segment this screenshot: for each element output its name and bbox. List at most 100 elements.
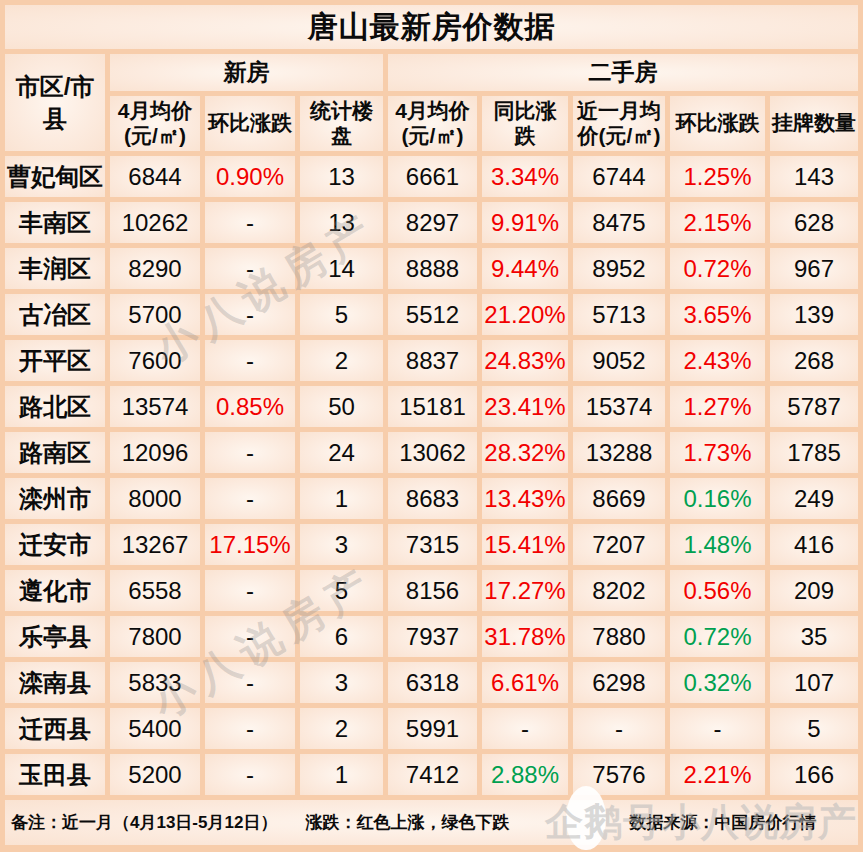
value-cell: 0.16%: [670, 478, 765, 519]
table-row: 迁西县5400-25991---5: [5, 708, 858, 749]
table-row: 丰润区8290-1488889.44%89520.72%967: [5, 248, 858, 289]
value-cell: 967: [770, 248, 858, 289]
value-cell: 7412: [388, 754, 477, 795]
table-row: 路南区12096-241306228.32%132881.73%1785: [5, 432, 858, 473]
group-header-new-housing: 新房: [110, 54, 383, 91]
value-cell: 13.43%: [482, 478, 568, 519]
value-cell: 24.83%: [482, 340, 568, 381]
value-cell: 7315: [388, 524, 477, 565]
value-cell: 6558: [110, 570, 200, 611]
value-cell: 7207: [573, 524, 665, 565]
title-row: 唐山最新房价数据: [5, 5, 858, 49]
region-name-cell: 路南区: [5, 432, 105, 473]
value-cell: 5: [300, 294, 383, 335]
region-name-cell: 遵化市: [5, 570, 105, 611]
value-cell: 5991: [388, 708, 477, 749]
value-cell: -: [205, 616, 295, 657]
value-cell: 15374: [573, 386, 665, 427]
value-cell: 1: [300, 754, 383, 795]
group-header-row: 市区/市县 新房 二手房: [5, 54, 858, 91]
group-header-second-hand: 二手房: [388, 54, 858, 91]
column-header-row: 4月均价(元/㎡) 环比涨跌 统计楼盘 4月均价(元/㎡) 同比涨跌 近一月均价…: [5, 96, 858, 151]
value-cell: 0.85%: [205, 386, 295, 427]
col-header-new-listings: 统计楼盘: [300, 96, 383, 151]
value-cell: 5200: [110, 754, 200, 795]
value-cell: 1.48%: [670, 524, 765, 565]
value-cell: 1785: [770, 432, 858, 473]
value-cell: 9.44%: [482, 248, 568, 289]
value-cell: 8290: [110, 248, 200, 289]
value-cell: 5700: [110, 294, 200, 335]
value-cell: 17.15%: [205, 524, 295, 565]
table-row: 开平区7600-2883724.83%90522.43%268: [5, 340, 858, 381]
value-cell: 139: [770, 294, 858, 335]
value-cell: 2.15%: [670, 202, 765, 243]
value-cell: 2: [300, 708, 383, 749]
value-cell: 13062: [388, 432, 477, 473]
value-cell: -: [205, 202, 295, 243]
value-cell: -: [205, 570, 295, 611]
value-cell: 8156: [388, 570, 477, 611]
region-name-cell: 玉田县: [5, 754, 105, 795]
table-row: 玉田县5200-174122.88%75762.21%166: [5, 754, 858, 795]
value-cell: 8669: [573, 478, 665, 519]
value-cell: 1.25%: [670, 156, 765, 197]
value-cell: 5833: [110, 662, 200, 703]
table-row: 丰南区10262-1382979.91%84752.15%628: [5, 202, 858, 243]
value-cell: -: [205, 478, 295, 519]
infographic-canvas: 唐山最新房价数据 市区/市县 新房 二手房 4月均价(元/㎡) 环比涨跌 统计楼…: [0, 0, 863, 852]
value-cell: 5787: [770, 386, 858, 427]
region-name-cell: 丰润区: [5, 248, 105, 289]
value-cell: 28.32%: [482, 432, 568, 473]
value-cell: 8000: [110, 478, 200, 519]
table-row: 古冶区5700-5551221.20%57133.65%139: [5, 294, 858, 335]
value-cell: 15181: [388, 386, 477, 427]
value-cell: 8837: [388, 340, 477, 381]
value-cell: -: [205, 340, 295, 381]
value-cell: 8297: [388, 202, 477, 243]
value-cell: 8952: [573, 248, 665, 289]
value-cell: 13574: [110, 386, 200, 427]
col-header-new-avg-price: 4月均价(元/㎡): [110, 96, 200, 151]
value-cell: 3.34%: [482, 156, 568, 197]
col-header-sh-mom-change: 环比涨跌: [670, 96, 765, 151]
value-cell: 13267: [110, 524, 200, 565]
value-cell: 10262: [110, 202, 200, 243]
value-cell: 8683: [388, 478, 477, 519]
region-name-cell: 滦州市: [5, 478, 105, 519]
value-cell: 0.56%: [670, 570, 765, 611]
value-cell: 6744: [573, 156, 665, 197]
footer-note: 备注：近一月（4月13日-5月12日）: [11, 811, 277, 834]
region-name-cell: 开平区: [5, 340, 105, 381]
value-cell: -: [205, 294, 295, 335]
value-cell: 14: [300, 248, 383, 289]
value-cell: 1.27%: [670, 386, 765, 427]
value-cell: 31.78%: [482, 616, 568, 657]
value-cell: 0.72%: [670, 248, 765, 289]
region-name-cell: 路北区: [5, 386, 105, 427]
value-cell: 21.20%: [482, 294, 568, 335]
value-cell: 24: [300, 432, 383, 473]
page-title: 唐山最新房价数据: [5, 5, 858, 49]
table-row: 迁安市1326717.15%3731515.41%72071.48%416: [5, 524, 858, 565]
value-cell: 1: [300, 478, 383, 519]
value-cell: -: [205, 248, 295, 289]
region-name-cell: 丰南区: [5, 202, 105, 243]
value-cell: 13288: [573, 432, 665, 473]
region-name-cell: 滦南县: [5, 662, 105, 703]
value-cell: 6: [300, 616, 383, 657]
table-row: 路北区135740.85%501518123.41%153741.27%5787: [5, 386, 858, 427]
value-cell: 3.65%: [670, 294, 765, 335]
col-header-sh-yoy-change: 同比涨跌: [482, 96, 568, 151]
value-cell: 143: [770, 156, 858, 197]
value-cell: 0.32%: [670, 662, 765, 703]
col-header-sh-listing-count: 挂牌数量: [770, 96, 858, 151]
region-name-cell: 迁安市: [5, 524, 105, 565]
value-cell: 7937: [388, 616, 477, 657]
value-cell: 249: [770, 478, 858, 519]
value-cell: 3: [300, 524, 383, 565]
table-row: 遵化市6558-5815617.27%82020.56%209: [5, 570, 858, 611]
table-body: 曹妃甸区68440.90%1366613.34%67441.25%143丰南区1…: [5, 156, 858, 795]
value-cell: 5400: [110, 708, 200, 749]
value-cell: -: [482, 708, 568, 749]
